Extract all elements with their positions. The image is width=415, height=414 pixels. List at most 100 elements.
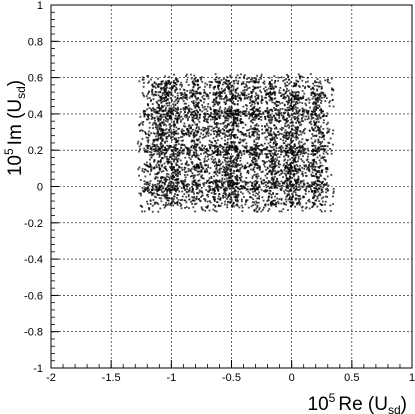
data-point <box>298 84 300 87</box>
data-point <box>185 147 188 150</box>
data-point <box>262 182 265 185</box>
data-point <box>303 110 306 113</box>
data-point <box>234 90 237 93</box>
data-point <box>233 141 236 143</box>
data-point <box>238 130 241 133</box>
data-point <box>186 111 189 114</box>
data-point <box>303 164 306 167</box>
data-point <box>162 92 165 95</box>
data-point <box>291 120 294 123</box>
data-point <box>176 164 179 166</box>
data-point <box>256 152 259 154</box>
data-point <box>188 116 191 118</box>
data-point <box>229 115 232 118</box>
data-point <box>151 204 154 207</box>
data-point <box>252 204 255 207</box>
data-point <box>320 148 323 150</box>
data-point <box>253 139 256 142</box>
data-point <box>270 178 273 181</box>
data-point <box>237 163 240 166</box>
data-point <box>320 108 322 111</box>
data-point <box>251 146 254 149</box>
data-point <box>268 189 271 192</box>
data-point <box>288 151 291 154</box>
data-point <box>247 206 250 209</box>
data-point <box>271 156 274 159</box>
data-point <box>233 121 236 124</box>
data-point <box>298 198 301 200</box>
data-point <box>305 174 307 177</box>
data-point <box>254 160 257 163</box>
data-point <box>224 170 227 173</box>
data-point <box>280 112 283 114</box>
data-point <box>280 172 283 175</box>
data-point <box>192 100 195 102</box>
data-point <box>237 113 240 116</box>
data-point <box>327 189 329 191</box>
data-point <box>253 77 256 79</box>
data-point <box>198 165 200 168</box>
data-point <box>297 189 299 191</box>
data-point <box>269 165 272 168</box>
data-point <box>203 147 205 150</box>
data-point <box>167 185 169 187</box>
data-point <box>278 166 280 169</box>
data-point <box>279 102 282 105</box>
data-point <box>285 177 288 180</box>
data-point <box>273 165 276 168</box>
data-point <box>169 114 171 117</box>
data-point <box>293 112 296 115</box>
data-point <box>200 186 203 189</box>
data-point <box>302 130 305 133</box>
data-point <box>231 95 234 97</box>
data-point <box>238 176 241 179</box>
data-point <box>297 197 300 200</box>
data-point <box>272 155 274 158</box>
data-point <box>306 112 309 115</box>
data-point <box>216 150 219 153</box>
data-point <box>143 190 145 193</box>
data-point <box>175 147 177 150</box>
data-point <box>270 170 272 173</box>
data-point <box>281 172 284 174</box>
data-point <box>272 137 275 140</box>
data-point <box>213 88 216 90</box>
data-point <box>217 77 220 80</box>
data-point <box>322 119 325 122</box>
data-point <box>290 180 293 183</box>
data-point <box>190 127 192 130</box>
data-point <box>317 85 320 88</box>
data-point <box>191 154 194 157</box>
data-point <box>197 184 199 186</box>
data-point <box>204 135 207 138</box>
data-point <box>281 102 284 104</box>
data-point <box>251 148 254 151</box>
data-point <box>204 155 207 158</box>
data-point <box>255 81 258 83</box>
data-point <box>262 179 265 181</box>
data-point <box>294 97 297 100</box>
data-point <box>297 201 300 204</box>
data-point <box>191 111 194 113</box>
data-point <box>160 121 163 124</box>
data-point <box>332 192 335 194</box>
data-point <box>157 136 160 139</box>
data-point <box>290 100 293 103</box>
data-point <box>312 159 315 162</box>
data-point <box>260 149 263 151</box>
data-point <box>273 75 276 77</box>
data-point <box>164 177 167 180</box>
data-point <box>244 114 247 117</box>
data-point <box>145 183 148 186</box>
data-point <box>250 94 253 97</box>
data-point <box>296 120 299 122</box>
data-point <box>206 110 209 113</box>
data-point <box>190 146 193 148</box>
data-point <box>183 89 186 92</box>
data-point <box>312 205 314 208</box>
data-point <box>149 78 152 81</box>
data-point <box>296 80 299 83</box>
data-point <box>248 102 251 104</box>
data-point <box>243 113 245 115</box>
data-point <box>253 171 256 173</box>
